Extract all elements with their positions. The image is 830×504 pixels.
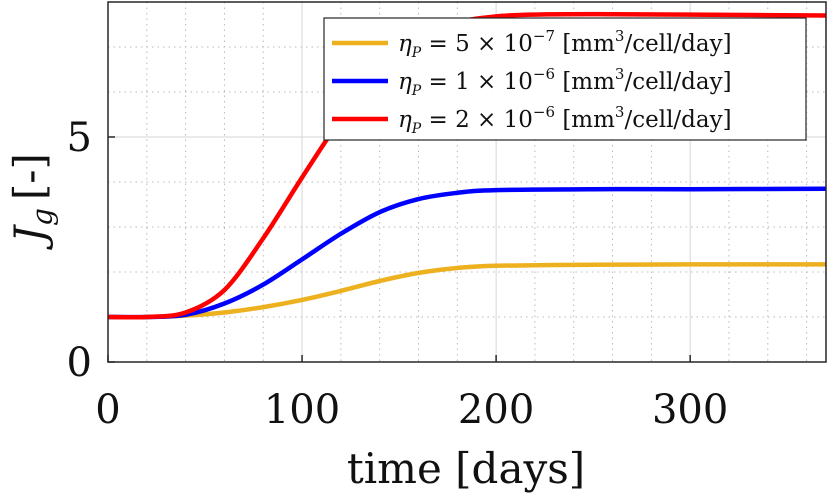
y-axis-label-units: [-] xyxy=(5,153,54,200)
x-tick-label: 0 xyxy=(95,387,120,433)
legend-entry-1: ηP = 5 × 10−7 [mm3/cell/day] xyxy=(398,27,732,61)
y-tick-label: 0 xyxy=(67,340,92,386)
svg-text:Jg[-]: Jg [-] xyxy=(5,153,59,251)
x-tick-label: 200 xyxy=(458,387,534,433)
axis-ticks: 0 100 200 300 0 5 xyxy=(67,115,729,433)
legend-entry-2: ηP = 1 × 10−6 [mm3/cell/day] xyxy=(398,65,732,99)
x-axis-label: time [days] xyxy=(347,444,585,493)
plot-frame xyxy=(107,1,827,363)
y-axis-label-sub: g xyxy=(26,208,59,226)
y-tick-label: 5 xyxy=(67,115,92,161)
y-axis-label-main: J xyxy=(5,224,54,251)
series-line-2 xyxy=(107,186,827,320)
y-axis-label: Jg [-] xyxy=(5,153,59,251)
x-tick-label: 300 xyxy=(652,387,728,433)
legend: ηP = 5 × 10−7 [mm3/cell/day] ηP = 1 × 10−… xyxy=(323,17,807,141)
legend-box xyxy=(323,17,807,141)
legend-entry-3: ηP = 2 × 10−6 [mm3/cell/day] xyxy=(398,103,732,137)
x-tick-label: 100 xyxy=(264,387,340,433)
